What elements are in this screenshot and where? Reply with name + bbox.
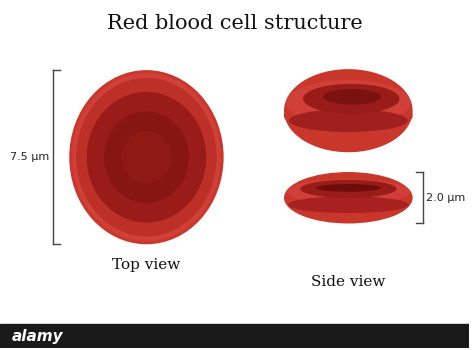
Ellipse shape: [323, 89, 381, 105]
Text: Top view: Top view: [112, 258, 181, 272]
Ellipse shape: [76, 78, 217, 237]
Ellipse shape: [288, 196, 409, 213]
Text: alamy: alamy: [12, 329, 64, 344]
Ellipse shape: [289, 109, 408, 132]
Ellipse shape: [300, 180, 397, 198]
Ellipse shape: [87, 92, 206, 223]
Ellipse shape: [286, 179, 410, 205]
Ellipse shape: [303, 84, 400, 114]
Ellipse shape: [104, 111, 189, 203]
Text: Red blood cell structure: Red blood cell structure: [107, 14, 363, 33]
Ellipse shape: [69, 70, 224, 244]
Text: 7.5 μm: 7.5 μm: [10, 152, 49, 162]
Ellipse shape: [284, 69, 413, 152]
Ellipse shape: [316, 184, 381, 192]
Text: 2.0 μm: 2.0 μm: [427, 193, 466, 203]
Ellipse shape: [286, 80, 410, 126]
Bar: [0, 324, 469, 348]
Ellipse shape: [284, 97, 413, 134]
Ellipse shape: [284, 172, 413, 224]
Text: Side view: Side view: [311, 275, 385, 289]
Ellipse shape: [72, 73, 221, 241]
Ellipse shape: [121, 131, 172, 183]
